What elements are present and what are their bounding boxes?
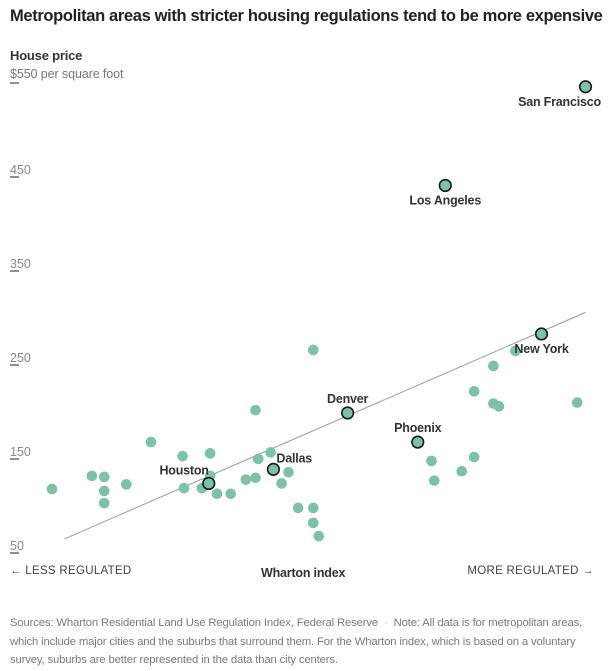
city-label: Dallas bbox=[276, 451, 312, 465]
data-point bbox=[240, 474, 252, 485]
y-tick-label: 250 bbox=[10, 351, 31, 365]
data-point bbox=[177, 450, 188, 462]
data-point bbox=[493, 401, 505, 412]
highlighted-points: San Francisco Los Angeles New York Denver Ph… bbox=[159, 80, 602, 491]
y-tick-label: 450 bbox=[10, 163, 31, 177]
y-axis-unit: per square foot bbox=[40, 67, 124, 81]
sources-note: Sources: Wharton Residential Land Use Re… bbox=[10, 617, 379, 629]
city-label: Los Angeles bbox=[409, 193, 481, 207]
data-point bbox=[98, 497, 110, 509]
highlighted-point bbox=[411, 435, 425, 449]
data-point bbox=[510, 345, 521, 357]
data-point bbox=[211, 488, 223, 500]
data-point bbox=[178, 482, 190, 494]
data-point bbox=[145, 436, 157, 448]
data-point bbox=[98, 471, 110, 483]
trend-line bbox=[64, 311, 586, 540]
data-point bbox=[265, 447, 276, 458]
data-point bbox=[250, 404, 261, 416]
data-point bbox=[307, 502, 319, 514]
city-label: New York bbox=[514, 342, 568, 356]
data-point bbox=[250, 472, 261, 484]
y-tick-label: 50 bbox=[10, 539, 24, 553]
y-axis-ticks: 450 350 250 150 50 bbox=[10, 82, 31, 554]
data-point bbox=[204, 448, 216, 459]
data-point bbox=[252, 453, 264, 465]
data-point bbox=[225, 488, 237, 500]
scatter-plot: 450 350 250 150 50 San Francisco Los Angeles N… bbox=[10, 80, 602, 554]
city-label: Houston bbox=[159, 463, 208, 477]
data-note: Note: All data is for metropolitan areas… bbox=[10, 617, 583, 666]
data-point bbox=[571, 397, 583, 408]
highlighted-point bbox=[341, 406, 355, 420]
data-point bbox=[456, 465, 468, 477]
data-point bbox=[468, 386, 480, 397]
city-label: Phoenix bbox=[394, 421, 441, 435]
data-points bbox=[46, 344, 583, 542]
data-point bbox=[283, 466, 294, 478]
y-axis-top-label: $550 per square foot bbox=[10, 67, 123, 81]
footer-separator: · bbox=[384, 617, 388, 629]
city-label: Denver bbox=[327, 392, 369, 406]
y-axis-title: House price bbox=[10, 48, 83, 63]
data-point bbox=[488, 360, 499, 372]
highlighted-point bbox=[438, 178, 452, 193]
y-tick-label: 350 bbox=[10, 257, 31, 271]
data-point bbox=[307, 517, 319, 529]
data-point bbox=[276, 478, 287, 489]
x-axis-more-regulated: MORE REGULATED → bbox=[467, 565, 594, 577]
data-point bbox=[468, 451, 480, 463]
x-axis-title: Wharton index bbox=[261, 566, 346, 580]
data-point bbox=[428, 475, 440, 486]
data-point bbox=[46, 483, 58, 495]
city-label: San Francisco bbox=[518, 95, 601, 109]
x-axis-less-regulated: ← LESS REGULATED bbox=[10, 565, 132, 577]
highlighted-point bbox=[534, 327, 549, 341]
data-point bbox=[98, 485, 110, 497]
data-point bbox=[426, 455, 437, 467]
chart-footer: Sources: Wharton Residential Land Use Re… bbox=[10, 614, 606, 670]
data-point bbox=[86, 470, 98, 482]
highlighted-point bbox=[202, 476, 216, 491]
data-point bbox=[292, 502, 304, 514]
highlighted-point bbox=[266, 462, 280, 476]
y-tick-label: 150 bbox=[10, 445, 31, 459]
highlighted-point bbox=[578, 80, 593, 94]
data-point bbox=[307, 344, 319, 356]
data-point bbox=[313, 530, 325, 542]
y-tick-top-value: $550 bbox=[10, 67, 38, 81]
chart-title: Metropolitan areas with stricter housing… bbox=[10, 7, 603, 25]
data-point bbox=[120, 479, 132, 490]
